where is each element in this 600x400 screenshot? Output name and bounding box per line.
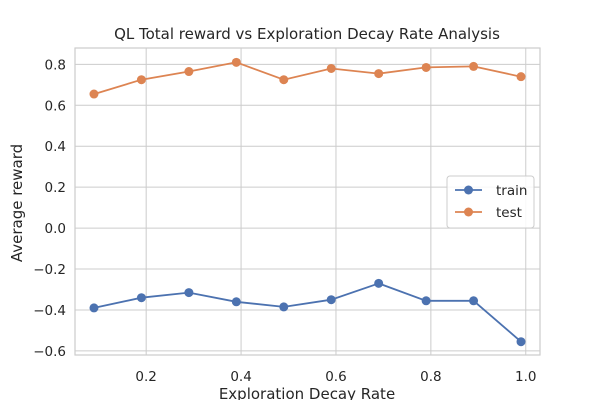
y-tick-label: −0.2 <box>33 262 66 278</box>
y-tick-label: −0.4 <box>33 303 66 319</box>
x-tick-label: 0.4 <box>230 369 251 385</box>
series-layer <box>89 57 526 347</box>
data-point-train <box>421 296 431 306</box>
data-point-test <box>326 63 336 73</box>
data-point-train <box>89 303 99 313</box>
data-point-test <box>89 89 99 99</box>
data-point-test <box>516 72 526 82</box>
plot-frame <box>74 47 541 356</box>
x-tick-label: 0.2 <box>135 369 156 385</box>
x-tick-label: 0.6 <box>325 369 346 385</box>
data-point-train <box>136 293 146 303</box>
series-test <box>89 57 526 99</box>
data-point-test <box>136 75 146 85</box>
data-point-train <box>516 337 526 347</box>
x-axis-ticks: 0.2 0.4 0.6 0.8 1.0 <box>135 369 536 385</box>
data-point-train <box>469 296 479 306</box>
data-point-test <box>374 69 384 79</box>
y-tick-label: 0.4 <box>45 139 66 155</box>
data-point-test <box>184 67 194 77</box>
data-point-test <box>231 57 241 67</box>
x-tick-label: 0.8 <box>420 369 441 385</box>
legend: train test <box>446 175 535 229</box>
data-point-test <box>421 62 431 72</box>
legend-swatch-marker <box>464 207 473 217</box>
legend-label: train <box>496 183 527 199</box>
data-point-train <box>184 288 194 298</box>
y-tick-label: 0.6 <box>45 98 66 114</box>
data-point-test <box>469 61 479 71</box>
data-point-train <box>279 302 289 312</box>
plot-border <box>74 47 541 356</box>
data-point-train <box>374 278 384 288</box>
y-tick-label: −0.6 <box>33 344 66 360</box>
y-axis-label: Average reward <box>8 144 26 262</box>
x-axis-label: Exploration Decay Rate <box>219 385 395 400</box>
series-train <box>89 278 526 347</box>
x-tick-label: 1.0 <box>515 369 536 385</box>
y-tick-label: 0.0 <box>45 221 66 237</box>
legend-label: test <box>496 205 522 221</box>
legend-swatch-marker <box>464 185 473 195</box>
data-point-train <box>231 297 241 307</box>
series-line-test <box>93 61 522 95</box>
data-point-test <box>279 75 289 85</box>
series-line-train <box>93 282 522 343</box>
data-point-train <box>326 295 336 305</box>
y-axis-ticks: 0.8 0.6 0.4 0.2 0.0 −0.2 −0.4 −0.6 <box>33 57 66 360</box>
y-tick-label: 0.8 <box>45 57 66 73</box>
y-tick-label: 0.2 <box>45 180 66 196</box>
chart-title: QL Total reward vs Exploration Decay Rat… <box>114 25 500 43</box>
